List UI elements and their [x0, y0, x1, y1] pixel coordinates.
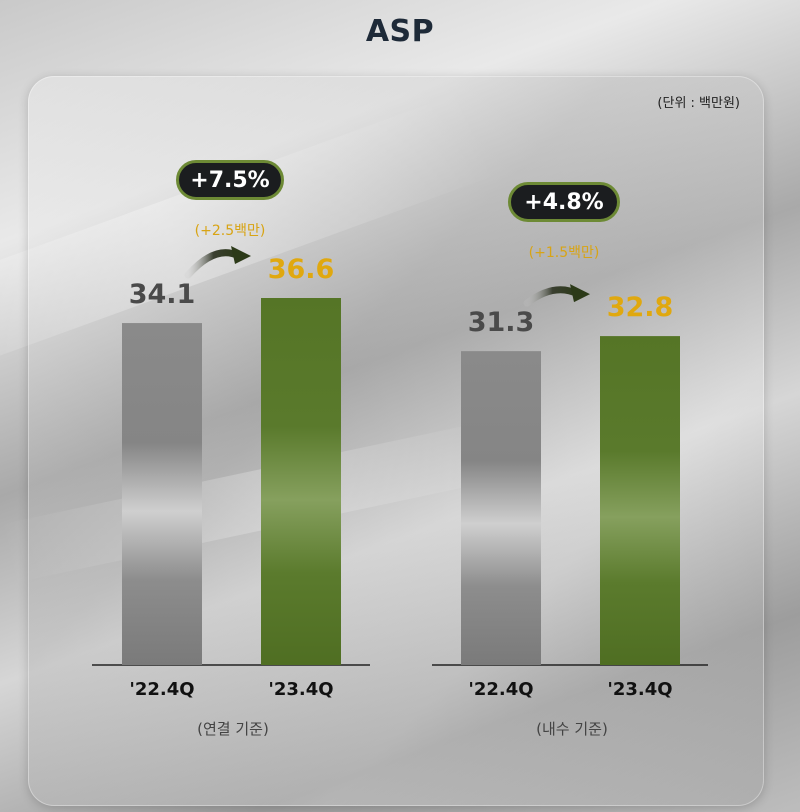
- category-label: '23.4Q: [268, 679, 334, 700]
- group-caption: (내수 기준): [536, 720, 608, 738]
- change-amount-note: (+1.5백만): [528, 245, 600, 261]
- change-percent-badge: +4.8%: [508, 182, 620, 222]
- change-percent-badge: +7.5%: [176, 160, 284, 200]
- increase-arrowhead: [231, 246, 251, 264]
- bar-value-label: 31.3: [467, 307, 535, 339]
- bar-prior: [461, 351, 541, 665]
- increase-arrow: [523, 286, 582, 307]
- group-caption: (연결 기준): [197, 720, 269, 738]
- category-label: '22.4Q: [129, 679, 195, 700]
- category-label: '22.4Q: [468, 679, 534, 700]
- bar-value-label: 34.1: [128, 279, 196, 311]
- bar-current: [261, 298, 341, 665]
- bar-value-label: 36.6: [267, 254, 335, 285]
- bar-value-label: 32.8: [606, 292, 674, 324]
- change-amount-note: (+2.5백만): [194, 223, 266, 239]
- category-label: '23.4Q: [607, 679, 673, 700]
- bar-prior: [122, 323, 202, 665]
- page-title: ASP: [365, 14, 435, 49]
- increase-arrowhead: [570, 284, 590, 303]
- unit-note: (단위 : 백만원): [657, 96, 740, 111]
- bar-current: [600, 336, 680, 665]
- increase-arrow: [184, 249, 243, 279]
